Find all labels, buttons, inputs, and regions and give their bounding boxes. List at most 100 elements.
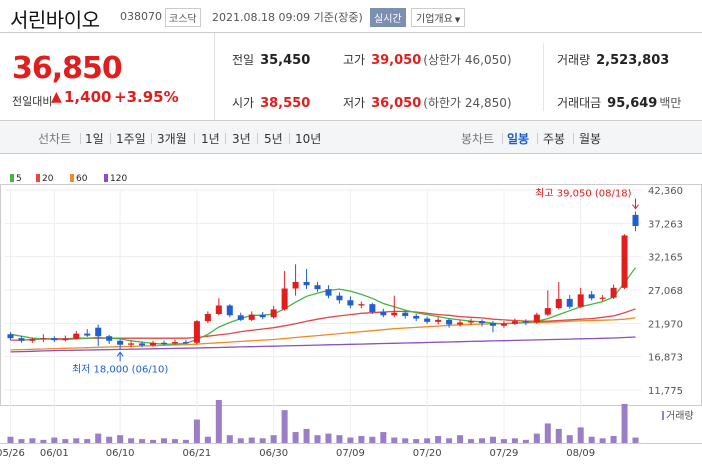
x-tick-label: 05/26 (0, 448, 25, 459)
volume-bar (632, 437, 639, 443)
y-tick-label: 37,263 (648, 219, 683, 230)
volume-bar (18, 439, 25, 443)
legend-ma60: 60 (70, 174, 87, 184)
candle-body (314, 285, 321, 290)
candle-body (62, 338, 69, 341)
high-arrowhead-icon (632, 204, 639, 210)
candle-body (215, 305, 222, 314)
x-tick-label: 07/29 (490, 448, 519, 459)
company-info-dropdown[interactable]: 기업개요 ▼ (411, 8, 466, 27)
divider (543, 43, 544, 111)
low-stat: 저가 36,050 (하한가 24,850) (343, 94, 512, 111)
ma60-label: 60 (76, 174, 88, 184)
volume-bar (95, 433, 102, 443)
volume-bar (182, 439, 189, 443)
tab-1d[interactable]: 1일 (85, 132, 104, 146)
volume-bar (128, 438, 135, 443)
volume-bar (193, 419, 200, 443)
volume-bar (29, 438, 36, 443)
candle-body (292, 281, 299, 289)
volume-legend: 거래량 (662, 407, 694, 422)
candle-body (171, 342, 178, 344)
upper-limit: (상한가 46,050) (423, 53, 512, 67)
volume-bar (270, 435, 277, 443)
high-label: 고가 (343, 53, 366, 67)
tab-3y[interactable]: 3년 (232, 132, 251, 146)
volume-bar (62, 439, 69, 443)
tab-5y[interactable]: 5년 (264, 132, 283, 146)
open-stat: 시가 38,550 (232, 94, 310, 111)
tab-weekly[interactable]: 주봉 (543, 132, 566, 146)
candle-body (566, 298, 573, 307)
candle-body (478, 321, 486, 324)
change-value: 1,400 (64, 88, 112, 106)
volume-bar (599, 438, 606, 443)
volume-stat: 거래량 2,523,803 (557, 51, 669, 68)
tab-divider (257, 133, 258, 144)
volume-value: 2,523,803 (596, 53, 670, 68)
candle-body (73, 333, 80, 339)
volume-bar (7, 436, 14, 443)
stock-code: 038070 (120, 10, 162, 23)
tab-daily[interactable]: 일봉 (507, 132, 530, 146)
tab-3m[interactable]: 3개월 (157, 132, 187, 146)
candle-body (522, 321, 529, 323)
volume-bar (215, 400, 222, 443)
amount-stat: 거래대금 95,649 백만 (557, 94, 681, 111)
x-tick-label: 08/09 (566, 448, 595, 459)
candle-body (347, 300, 354, 306)
volume-bar (555, 428, 562, 443)
candle-body (533, 314, 540, 323)
volume-legend-label: 거래량 (666, 411, 694, 422)
current-price: 36,850 (12, 51, 123, 86)
high-stat: 고가 39,050 (상한가 46,050) (343, 51, 512, 68)
tab-1y[interactable]: 1년 (201, 132, 220, 146)
candle-body (303, 281, 310, 286)
high-annotation: 최고 39,050 (08/18) (535, 188, 631, 200)
volume-bar (204, 436, 211, 443)
volume-bar (150, 439, 157, 443)
price-block: 36,850 전일대비 ▲ 1,400 +3.95% (0, 33, 215, 121)
candle-body (391, 312, 398, 316)
candle-body (468, 321, 475, 323)
y-tick-label: 32,165 (648, 253, 683, 264)
open-label: 시가 (232, 96, 255, 110)
candle-body (511, 321, 518, 324)
candle-body (369, 304, 376, 313)
stock-name: 서린바이오 (10, 8, 100, 32)
legend-ma120: 120 (104, 174, 127, 184)
realtime-button[interactable]: 실시간 (370, 8, 406, 27)
candle-body (325, 289, 332, 296)
volume-bar (171, 439, 178, 443)
tab-1w[interactable]: 1주일 (116, 132, 146, 146)
candle-body (29, 339, 36, 341)
ma120-swatch (104, 174, 108, 182)
market-badge: 코스닥 (165, 8, 201, 27)
candle-body (128, 343, 135, 345)
open-value: 38,550 (260, 96, 311, 111)
candle-body (160, 342, 168, 344)
candle-body (106, 336, 113, 341)
company-info-label: 기업개요 (416, 14, 453, 25)
tab-divider (502, 133, 503, 144)
candle-body (182, 342, 189, 344)
tab-monthly[interactable]: 월봉 (579, 132, 602, 146)
ma20-swatch (36, 174, 40, 182)
volume-label: 거래량 (557, 53, 591, 67)
x-tick-label: 07/09 (336, 448, 365, 459)
ma20-label: 20 (42, 174, 54, 184)
prev-close-stat: 전일 35,450 (232, 51, 310, 68)
tab-10y[interactable]: 10년 (295, 132, 322, 146)
volume-bar (237, 438, 244, 443)
candle-body (555, 298, 562, 309)
stock-chart[interactable]: 42,360 37,263 32,165 27,068 21,970 16,873 11,7… (0, 184, 702, 475)
volume-bar (588, 436, 595, 443)
high-value: 39,050 (371, 53, 422, 68)
volume-bar (160, 438, 168, 443)
volume-bar (40, 439, 47, 443)
y-tick-label: 16,873 (648, 353, 683, 364)
volume-bar (391, 437, 398, 443)
candle-body (117, 340, 124, 345)
quote-timestamp: 2021.08.18 09:09 기준(장중) (212, 11, 363, 24)
candle-body (380, 312, 387, 316)
